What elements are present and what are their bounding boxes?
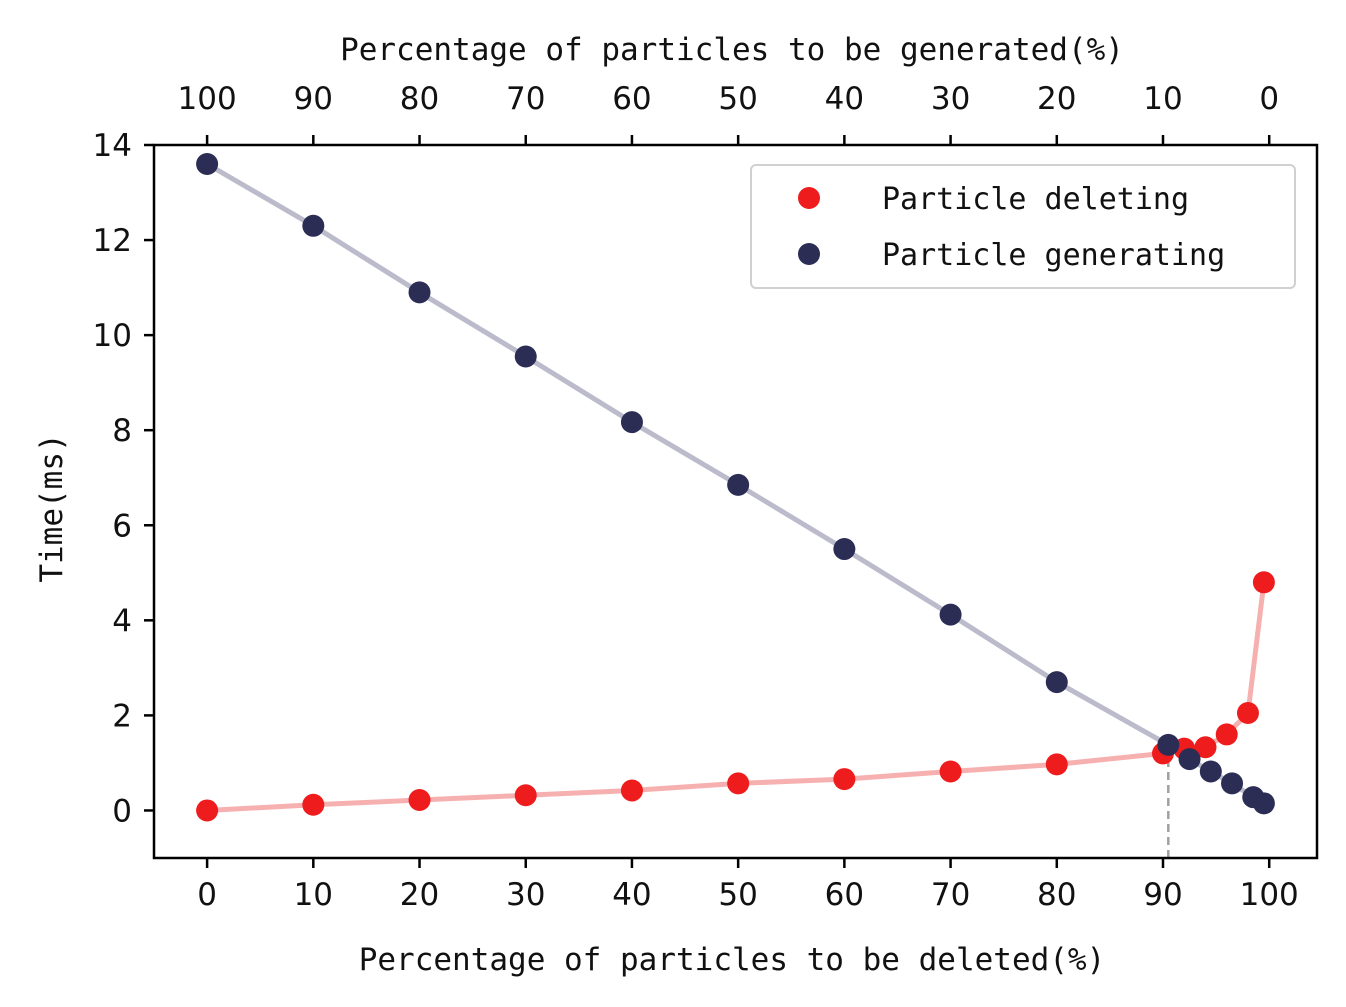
y-tick-label: 14 (93, 128, 132, 164)
x-tick-label: 40 (612, 877, 651, 913)
y-tick-label: 8 (112, 413, 132, 449)
legend-marker-particle-deleting (798, 187, 820, 209)
data-point-particle-deleting (727, 772, 750, 795)
top-x-tick-label: 20 (1037, 81, 1076, 117)
top-x-tick-label: 40 (825, 81, 864, 117)
data-point-particle-generating (620, 411, 643, 434)
data-point-particle-deleting (1045, 753, 1068, 776)
y-tick-label: 2 (112, 698, 132, 734)
data-point-particle-generating (1045, 671, 1068, 694)
x-tick-label: 90 (1143, 877, 1182, 913)
y-tick-label: 4 (112, 603, 132, 639)
data-point-particle-deleting (1194, 736, 1217, 759)
legend-label-particle-deleting: Particle deleting (882, 182, 1189, 217)
x-axis: 0 10 20 30 40 50 60 70 80 90 100 (197, 858, 1299, 913)
data-point-particle-deleting (514, 784, 537, 807)
legend-marker-particle-generating (798, 243, 820, 265)
data-point-particle-deleting (408, 789, 431, 812)
top-x-tick-label: 100 (178, 81, 237, 117)
x-tick-label: 0 (197, 877, 217, 913)
y-tick-label: 12 (93, 223, 132, 259)
y-axis-title: Time(ms) (34, 433, 70, 582)
top-x-tick-label: 30 (931, 81, 970, 117)
data-point-particle-generating (1252, 792, 1275, 815)
data-point-particle-generating (1221, 772, 1244, 795)
x-axis-title: Percentage of particles to be deleted(%) (359, 942, 1106, 978)
top-x-tick-label: 70 (506, 81, 545, 117)
data-point-particle-deleting (1252, 571, 1275, 594)
top-x-tick-label: 0 (1259, 81, 1279, 117)
y-tick-label: 10 (93, 318, 132, 354)
data-point-particle-deleting (833, 768, 856, 791)
top-x-tick-label: 10 (1143, 81, 1182, 117)
top-x-axis-title: Percentage of particles to be generated(… (340, 32, 1124, 68)
data-point-particle-generating (408, 281, 431, 304)
x-tick-label: 100 (1240, 877, 1299, 913)
legend: Particle deleting Particle generating (750, 164, 1296, 289)
top-x-tick-label: 50 (718, 81, 757, 117)
x-tick-label: 50 (718, 877, 757, 913)
plot-frame (152, 143, 1319, 860)
plot-area (196, 153, 1275, 858)
data-point-particle-generating (196, 153, 219, 176)
data-point-particle-deleting (939, 760, 962, 783)
x-tick-label: 60 (825, 877, 864, 913)
data-point-particle-generating (1178, 748, 1201, 771)
data-point-particle-generating (939, 603, 962, 626)
data-point-particle-deleting (620, 779, 643, 802)
x-tick-label: 20 (400, 877, 439, 913)
data-point-particle-deleting (196, 799, 219, 822)
data-point-particle-generating (514, 345, 537, 368)
x-tick-label: 30 (506, 877, 545, 913)
x-tick-label: 80 (1037, 877, 1076, 913)
top-x-axis: 100 90 80 70 60 50 40 30 20 10 0 (178, 81, 1279, 145)
data-point-particle-generating (1199, 760, 1222, 783)
data-point-particle-generating (833, 538, 856, 561)
legend-label-particle-generating: Particle generating (882, 238, 1225, 273)
data-point-particle-generating (1157, 733, 1180, 756)
y-axis: 0 2 4 6 8 10 12 14 (93, 128, 154, 829)
data-point-particle-deleting (1236, 702, 1259, 725)
x-tick-label: 10 (294, 877, 333, 913)
data-point-particle-generating (727, 473, 750, 496)
legend-box (750, 164, 1296, 289)
top-x-tick-label: 60 (612, 81, 651, 117)
y-tick-label: 6 (112, 508, 132, 544)
y-tick-label: 0 (112, 793, 132, 829)
data-point-particle-generating (302, 214, 325, 237)
x-tick-label: 70 (931, 877, 970, 913)
top-x-tick-label: 80 (400, 81, 439, 117)
top-x-tick-label: 90 (294, 81, 333, 117)
data-point-particle-deleting (1215, 723, 1238, 746)
data-point-particle-deleting (302, 793, 325, 816)
